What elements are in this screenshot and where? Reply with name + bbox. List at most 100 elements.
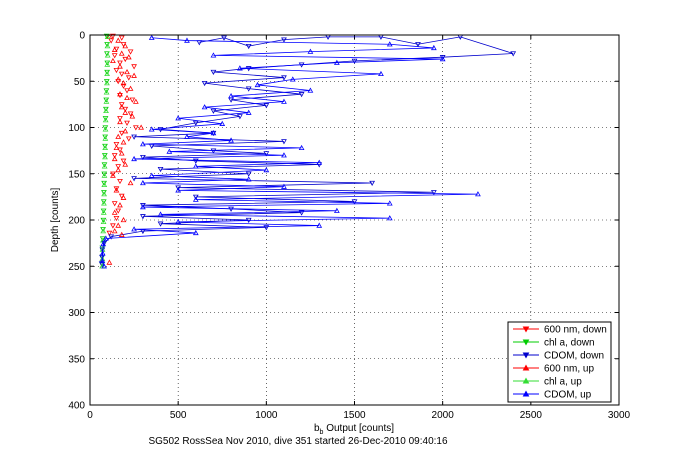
data-point — [99, 250, 106, 256]
data-point — [118, 50, 125, 56]
data-point — [184, 133, 190, 139]
data-point — [104, 61, 111, 67]
data-point — [219, 120, 226, 126]
y-axis-ticks: 0 50 100 150 200 250 300 350 400 — [68, 31, 619, 412]
data-point — [101, 263, 107, 269]
data-point — [102, 117, 109, 123]
data-point — [192, 194, 199, 200]
data-point — [210, 69, 217, 76]
data-point — [289, 76, 296, 82]
data-point — [117, 178, 123, 185]
data-point — [117, 63, 123, 69]
data-point — [115, 164, 122, 170]
data-point — [117, 60, 123, 66]
data-point — [281, 152, 287, 158]
data-point — [386, 200, 393, 206]
series-1 — [99, 33, 111, 268]
data-point — [245, 86, 252, 92]
data-point — [333, 207, 340, 213]
data-point — [386, 215, 393, 221]
data-point — [131, 64, 137, 70]
x-tick-label: 1000 — [255, 410, 278, 421]
x-tick-label: 2500 — [520, 410, 543, 421]
legend-swatch-marker — [522, 339, 530, 346]
data-point — [201, 104, 208, 110]
data-point — [117, 116, 123, 122]
data-point — [111, 155, 118, 162]
data-point — [110, 172, 116, 178]
data-point — [100, 227, 106, 233]
x-tick-label: 0 — [87, 410, 93, 421]
series-5 — [99, 34, 481, 269]
data-point — [120, 158, 127, 164]
x-axis-label-rest: Output [counts] — [323, 423, 394, 434]
series-0 — [106, 33, 139, 236]
data-point — [100, 209, 107, 215]
data-point — [192, 158, 199, 164]
data-point — [101, 180, 107, 187]
data-point — [101, 191, 107, 197]
data-point — [254, 81, 261, 88]
data-point — [101, 162, 108, 168]
data-point — [101, 181, 108, 188]
legend-label: 600 nm, down — [544, 325, 607, 336]
data-point — [281, 98, 287, 104]
legend-box — [507, 321, 612, 403]
data-point — [148, 172, 155, 178]
data-point — [307, 48, 314, 54]
data-point — [132, 98, 139, 104]
data-point — [115, 76, 122, 82]
data-point — [103, 107, 109, 114]
data-point — [281, 37, 287, 43]
legend-swatch-marker — [522, 326, 530, 333]
legend-label: CDOM, up — [544, 390, 592, 401]
data-point — [124, 94, 130, 101]
x-tick-label: 500 — [170, 410, 187, 421]
legend-swatch-marker — [522, 390, 530, 397]
data-point — [103, 33, 110, 39]
data-point — [138, 124, 145, 130]
data-point — [175, 185, 182, 191]
data-point — [127, 85, 134, 91]
data-point — [263, 167, 270, 173]
data-point — [110, 33, 116, 39]
data-point — [140, 141, 146, 147]
data-point — [439, 56, 446, 62]
data-point — [120, 194, 127, 200]
data-point — [100, 228, 107, 234]
data-point — [111, 153, 118, 159]
data-point — [113, 67, 120, 74]
data-point — [201, 80, 208, 87]
data-point — [245, 43, 252, 50]
data-point — [117, 118, 123, 125]
data-point — [140, 204, 146, 210]
y-tick-label: 250 — [68, 262, 85, 273]
y-tick-label: 100 — [68, 123, 85, 134]
data-point — [102, 135, 109, 141]
data-point — [118, 150, 125, 156]
data-point — [129, 97, 136, 103]
data-point — [140, 203, 146, 209]
data-point — [115, 133, 122, 139]
data-point — [113, 141, 120, 148]
data-point — [125, 136, 132, 142]
data-point — [117, 92, 123, 99]
data-point — [113, 187, 120, 193]
data-point — [115, 222, 122, 228]
legend-label: 600 nm, up — [544, 364, 594, 375]
data-point — [102, 144, 109, 151]
data-point — [192, 120, 199, 126]
data-point — [101, 200, 107, 206]
y-tick-label: 0 — [79, 31, 85, 42]
data-point — [118, 231, 125, 237]
data-point — [110, 171, 116, 177]
data-point — [140, 154, 146, 161]
data-point — [281, 139, 287, 145]
legend-label: CDOM, down — [544, 351, 604, 362]
data-point — [140, 214, 146, 220]
data-point — [131, 176, 137, 182]
data-point — [102, 116, 109, 122]
data-point — [132, 125, 139, 131]
data-point — [263, 151, 270, 157]
